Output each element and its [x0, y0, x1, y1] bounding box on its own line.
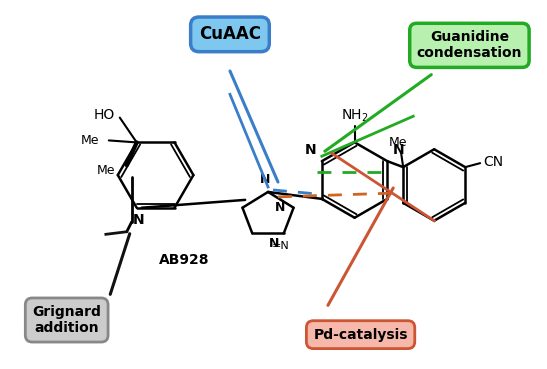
Text: Pd-catalysis: Pd-catalysis — [313, 328, 408, 342]
Text: N: N — [133, 213, 144, 227]
Text: N: N — [269, 237, 279, 250]
Text: N: N — [392, 143, 404, 157]
Text: N: N — [305, 143, 317, 157]
Text: HO: HO — [94, 108, 115, 122]
Text: Me: Me — [96, 164, 115, 177]
Text: AB928: AB928 — [159, 252, 209, 266]
Text: Me: Me — [389, 136, 408, 149]
Text: CuAAC: CuAAC — [199, 25, 261, 43]
Text: N: N — [260, 173, 270, 186]
Text: Grignard
addition: Grignard addition — [32, 305, 101, 335]
Text: N: N — [275, 201, 286, 214]
Text: NH$_2$: NH$_2$ — [341, 108, 369, 124]
Text: Guanidine
condensation: Guanidine condensation — [417, 30, 522, 61]
Text: CN: CN — [483, 155, 503, 169]
Text: =N: =N — [272, 241, 290, 251]
Text: Me: Me — [80, 134, 99, 147]
